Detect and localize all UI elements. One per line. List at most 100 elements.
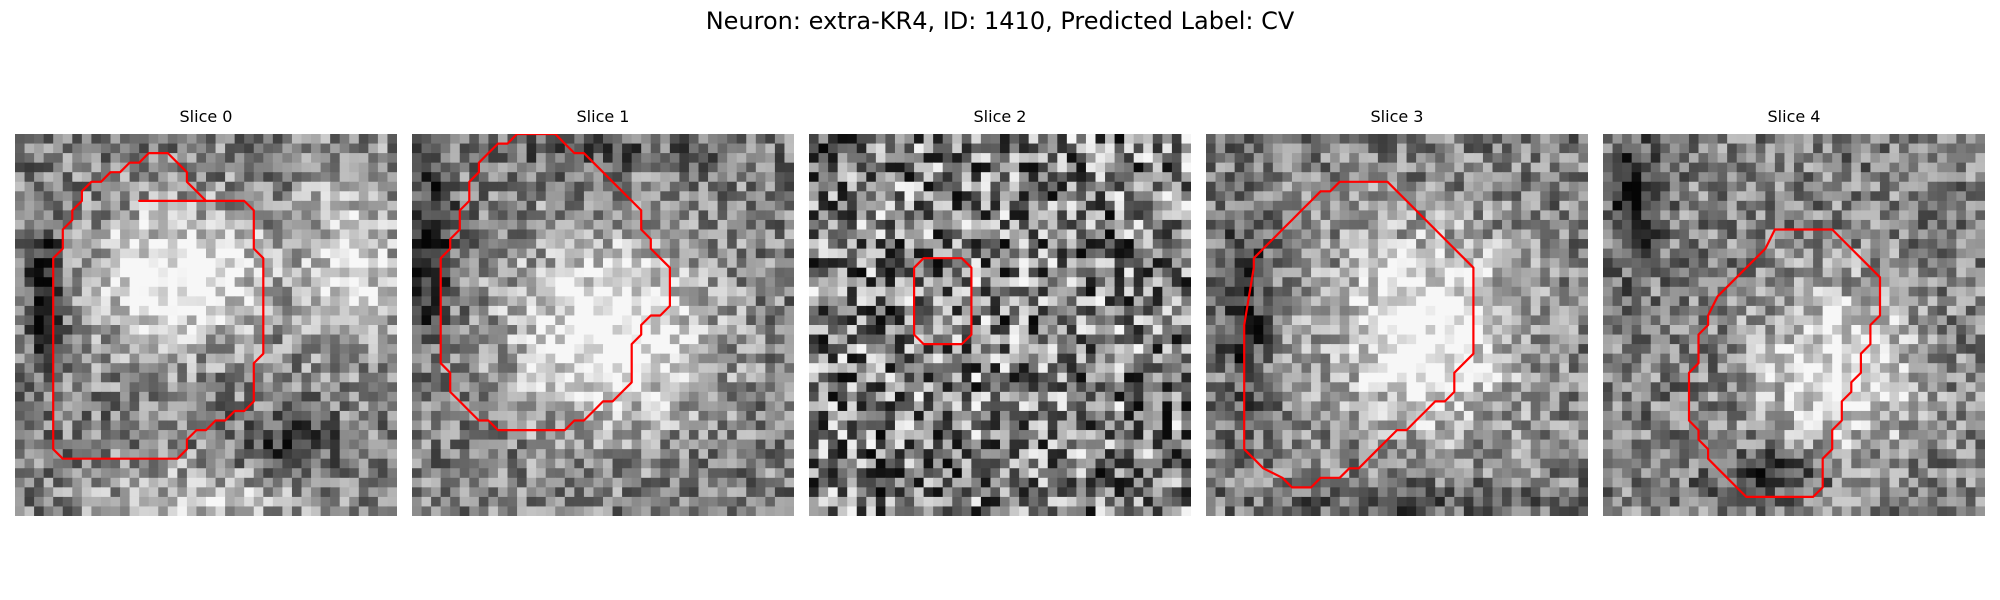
image-pixel bbox=[24, 334, 35, 345]
image-pixel bbox=[980, 410, 992, 422]
image-pixel bbox=[148, 420, 159, 431]
image-pixel bbox=[564, 401, 575, 412]
image-pixel bbox=[894, 191, 906, 202]
image-pixel bbox=[727, 344, 738, 355]
image-pixel bbox=[244, 420, 255, 431]
image-pixel bbox=[885, 391, 896, 402]
image-pixel bbox=[158, 286, 169, 297]
image-pixel bbox=[856, 410, 867, 422]
image-pixel bbox=[349, 296, 360, 307]
image-pixel bbox=[1019, 153, 1030, 164]
image-pixel bbox=[774, 458, 786, 469]
image-pixel bbox=[110, 477, 121, 488]
image-pixel bbox=[450, 410, 461, 422]
image-pixel bbox=[1114, 200, 1125, 211]
image-pixel bbox=[923, 401, 934, 412]
image-pixel bbox=[34, 363, 45, 374]
image-pixel bbox=[809, 496, 820, 508]
image-pixel bbox=[15, 315, 26, 326]
image-pixel bbox=[574, 382, 585, 393]
image-pixel bbox=[291, 134, 303, 145]
image-pixel bbox=[1124, 363, 1135, 374]
image-pixel bbox=[100, 439, 112, 450]
image-pixel bbox=[301, 162, 312, 173]
image-pixel bbox=[148, 181, 159, 192]
image-pixel bbox=[272, 353, 283, 364]
image-pixel bbox=[263, 286, 274, 297]
image-pixel bbox=[564, 267, 575, 278]
image-pixel bbox=[1009, 449, 1020, 460]
image-pixel bbox=[923, 315, 934, 326]
image-pixel bbox=[62, 382, 73, 393]
image-pixel bbox=[1066, 458, 1077, 469]
image-pixel bbox=[488, 219, 499, 231]
image-pixel bbox=[339, 172, 350, 183]
image-pixel bbox=[708, 267, 719, 278]
image-pixel bbox=[650, 258, 661, 269]
image-pixel bbox=[914, 181, 925, 192]
image-pixel bbox=[450, 382, 461, 393]
image-pixel bbox=[225, 258, 236, 269]
image-pixel bbox=[923, 210, 934, 221]
image-pixel bbox=[206, 487, 217, 498]
image-pixel bbox=[765, 496, 776, 508]
image-pixel bbox=[311, 181, 322, 192]
image-pixel bbox=[440, 391, 451, 402]
image-pixel bbox=[818, 219, 829, 231]
image-pixel bbox=[1038, 239, 1049, 250]
image-pixel bbox=[526, 200, 537, 211]
image-pixel bbox=[253, 382, 264, 393]
image-pixel bbox=[100, 296, 112, 307]
image-pixel bbox=[837, 172, 848, 183]
image-pixel bbox=[894, 506, 906, 516]
image-pixel bbox=[301, 401, 312, 412]
image-pixel bbox=[110, 401, 121, 412]
image-pixel bbox=[517, 219, 528, 231]
image-pixel bbox=[914, 344, 925, 355]
image-pixel bbox=[272, 210, 283, 221]
image-pixel bbox=[688, 334, 700, 345]
image-pixel bbox=[158, 219, 169, 231]
image-pixel bbox=[708, 258, 719, 269]
image-pixel bbox=[148, 487, 159, 498]
image-pixel bbox=[186, 162, 198, 173]
image-pixel bbox=[215, 363, 226, 374]
image-pixel bbox=[952, 286, 963, 297]
image-pixel bbox=[1028, 191, 1039, 202]
image-pixel bbox=[866, 420, 877, 431]
image-pixel bbox=[62, 487, 73, 498]
image-pixel bbox=[358, 477, 369, 488]
image-pixel bbox=[34, 353, 45, 364]
image-pixel bbox=[1568, 162, 1580, 173]
image-pixel bbox=[440, 181, 451, 192]
image-pixel bbox=[358, 305, 369, 317]
image-pixel bbox=[120, 401, 131, 412]
image-pixel bbox=[421, 344, 432, 355]
image-pixel bbox=[110, 258, 121, 269]
image-pixel bbox=[631, 439, 642, 450]
image-pixel bbox=[894, 334, 906, 345]
image-pixel bbox=[62, 506, 73, 516]
image-pixel bbox=[478, 334, 489, 345]
image-pixel bbox=[755, 449, 766, 460]
image-pixel bbox=[1181, 449, 1191, 460]
image-pixel bbox=[583, 458, 595, 469]
image-pixel bbox=[990, 191, 1001, 202]
image-pixel bbox=[774, 420, 786, 431]
image-pixel bbox=[24, 401, 35, 412]
image-pixel bbox=[330, 382, 341, 393]
image-pixel bbox=[961, 134, 972, 145]
image-pixel bbox=[1105, 172, 1116, 183]
image-pixel bbox=[1568, 134, 1580, 145]
image-pixel bbox=[1152, 325, 1163, 336]
image-pixel bbox=[774, 401, 786, 412]
image-pixel bbox=[980, 315, 992, 326]
image-pixel bbox=[1047, 286, 1058, 297]
image-pixel bbox=[688, 449, 700, 460]
image-pixel bbox=[129, 286, 140, 297]
image-pixel bbox=[517, 382, 528, 393]
image-pixel bbox=[1358, 143, 1369, 154]
image-pixel bbox=[1368, 162, 1379, 173]
image-pixel bbox=[81, 229, 92, 240]
image-pixel bbox=[206, 372, 217, 383]
